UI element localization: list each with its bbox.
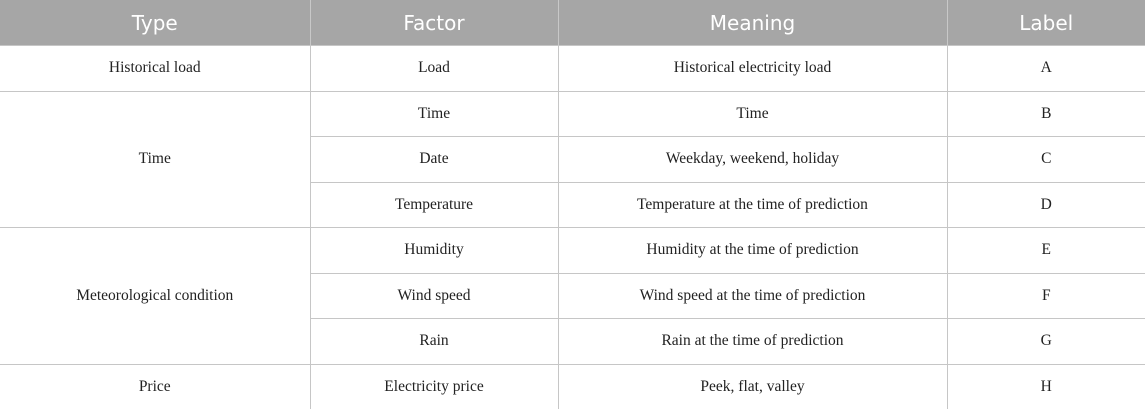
factor-cell: Wind speed — [310, 272, 559, 319]
label-cell: E — [946, 227, 1145, 274]
label-cell: A — [946, 45, 1145, 92]
meaning-cell: Humidity at the time of prediction — [557, 227, 948, 274]
factor-cell: Date — [310, 136, 559, 183]
meaning-cell: Time — [557, 90, 948, 137]
factor-cell: Rain — [310, 318, 559, 365]
type-cell: Historical load — [0, 45, 311, 92]
table-row: Time Time Time B — [0, 90, 1145, 228]
factor-cell: Electricity price — [309, 363, 559, 409]
label-cell: D — [946, 181, 1145, 228]
table-row: Date Weekday, weekend, holiday C — [0, 136, 1145, 183]
label-cell: B — [946, 90, 1145, 137]
label-cell: F — [946, 272, 1145, 319]
meaning-cell: Temperature at the time of prediction — [557, 181, 948, 228]
column-header-type: Type — [0, 0, 310, 46]
table-row: Historical load Load Historical electric… — [0, 45, 1145, 92]
factor-cell: Time — [309, 90, 559, 137]
factor-cell: Humidity — [309, 227, 559, 274]
label-cell: C — [946, 136, 1145, 183]
column-header-factor: Factor — [309, 0, 558, 46]
factor-cell: Load — [309, 45, 559, 92]
table-row: Meteorological condition Humidity Humidi… — [0, 227, 1145, 365]
type-cell: Price — [0, 363, 311, 409]
type-cell: Meteorological condition — [0, 227, 311, 365]
label-cell: H — [946, 363, 1145, 409]
meaning-cell: Peek, flat, valley — [557, 363, 948, 409]
meaning-cell: Weekday, weekend, holiday — [557, 136, 948, 183]
column-header-label: Label — [946, 0, 1145, 46]
type-cell: Time — [0, 90, 311, 228]
table-row: Price Electricity price Peek, flat, vall… — [0, 363, 1145, 409]
table-row: Temperature Temperature at the time of p… — [0, 181, 1145, 228]
meaning-cell: Rain at the time of prediction — [557, 318, 948, 365]
meaning-cell: Wind speed at the time of prediction — [557, 272, 948, 319]
meaning-cell: Historical electricity load — [557, 45, 948, 92]
table-row: Wind speed Wind speed at the time of pre… — [0, 272, 1145, 319]
label-cell: G — [946, 318, 1145, 365]
factor-cell: Temperature — [310, 181, 559, 228]
column-header-meaning: Meaning — [557, 0, 947, 46]
table-header-row: Type Factor Meaning Label — [0, 0, 1145, 46]
